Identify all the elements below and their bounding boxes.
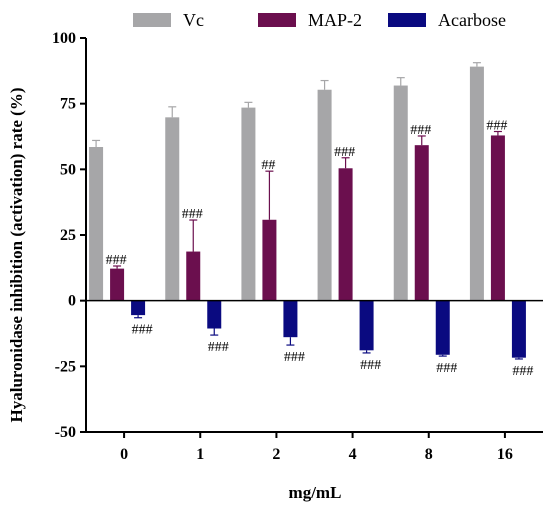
x-tick-label-1: 1	[196, 446, 204, 463]
bar-vc-16	[469, 66, 484, 301]
y-tick-label: 75	[60, 96, 76, 113]
annotation-acarbose-8: ###	[436, 361, 457, 376]
bar-acarbose-1	[207, 300, 222, 329]
y-tick-label: 50	[60, 161, 76, 178]
x-axis-title: mg/mL	[289, 483, 342, 502]
bar-map-2-4	[338, 168, 353, 301]
annotation-map-2-1: ###	[182, 207, 203, 222]
x-tick-label-4: 4	[349, 446, 357, 463]
y-tick-label: -50	[55, 424, 76, 441]
bar-map-2-1	[186, 251, 201, 301]
x-tick-label-2: 2	[272, 446, 280, 463]
annotation-map-2-2: ##	[261, 158, 275, 173]
bar-acarbose-16	[511, 300, 526, 358]
x-tick-label-16: 16	[497, 446, 513, 463]
bar-acarbose-4	[359, 300, 374, 351]
y-tick-label: 100	[52, 30, 76, 47]
annotations-layer: ############## ############### ### ###	[106, 119, 534, 379]
bar-map-2-8	[414, 145, 429, 301]
bar-map-2-16	[490, 135, 505, 301]
annotation-map-2-0: ###	[106, 253, 127, 268]
legend-label-map-2: MAP-2	[308, 10, 362, 30]
annotation-map-2-8: ###	[410, 123, 431, 138]
x-tick-label-8: 8	[425, 446, 433, 463]
y-tick-label: 0	[68, 293, 76, 310]
x-tick-label-0: 0	[120, 446, 128, 463]
legend-label-acarbose: Acarbose	[438, 10, 506, 30]
annotation-acarbose-4: ###	[360, 358, 381, 373]
bar-acarbose-0	[131, 300, 146, 316]
y-tick-label: 25	[60, 227, 76, 244]
annotation-map-2-4: ###	[334, 145, 355, 160]
legend: Vc MAP-2 Acarbose	[133, 10, 506, 30]
legend-swatch-map-2	[258, 13, 296, 27]
legend-label-vc: Vc	[183, 10, 204, 30]
y-tick-label: -25	[55, 358, 76, 375]
annotation-acarbose-1: ###	[208, 340, 229, 355]
y-axis-title: Hyaluronidase inhibition (activation) ra…	[7, 88, 26, 423]
bars-layer	[89, 62, 526, 360]
axes: -50 -25 0 25 50 75 100 0 1 2 4 8 16	[52, 30, 543, 463]
bar-acarbose-8	[435, 300, 450, 355]
bar-vc-2	[241, 107, 256, 301]
annotation-acarbose-0: ###	[132, 323, 153, 338]
annotation-map-2-16: ###	[486, 119, 507, 134]
bar-vc-1	[165, 117, 180, 301]
bar-vc-8	[393, 85, 408, 301]
bar-vc-4	[317, 89, 332, 301]
legend-swatch-acarbose	[388, 13, 426, 27]
annotation-acarbose-2: ###	[284, 350, 305, 365]
bar-map-2-2	[262, 219, 277, 301]
bar-map-2-0	[110, 268, 125, 301]
bar-vc-0	[89, 147, 104, 301]
annotation-acarbose-16: ###	[512, 364, 533, 379]
legend-swatch-vc	[133, 13, 171, 27]
bar-acarbose-2	[283, 300, 298, 338]
